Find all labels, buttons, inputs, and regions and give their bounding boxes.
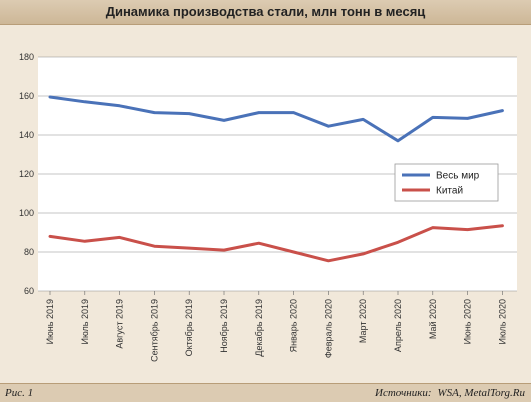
data-point — [48, 235, 52, 238]
x-axis-ticks: Июнь 2019 Июль 2019 Август 2019 Сентябрь 20… — [45, 291, 507, 362]
grid-lines — [38, 56, 517, 292]
x-tick-label: Апрель 2020 — [393, 299, 403, 352]
series-line-china — [48, 224, 504, 263]
x-tick-label: Декабрь 2019 — [254, 299, 264, 357]
sources-label: Источники: — [375, 387, 432, 399]
x-tick-label: Сентябрь 2019 — [149, 299, 159, 362]
data-point — [188, 112, 191, 115]
data-point — [222, 248, 226, 252]
data-point — [83, 240, 87, 243]
data-point — [118, 104, 121, 107]
x-tick-label: Август 2019 — [115, 299, 125, 349]
legend-label: Китай — [436, 186, 463, 197]
chart-title-bar: Динамика производства стали, млн тонн в … — [0, 0, 531, 25]
data-point — [396, 139, 400, 143]
data-point — [257, 111, 260, 114]
y-tick-label: 180 — [19, 52, 34, 62]
x-tick-label: Февраль 2020 — [323, 299, 333, 358]
y-tick-label: 60 — [24, 286, 34, 296]
line-chart: 60 80 100 120 140 160 180 Июнь 2019 Июль 2019 Ав… — [19, 52, 517, 362]
data-point — [222, 119, 226, 122]
y-tick-label: 100 — [19, 208, 34, 218]
data-point — [466, 117, 469, 120]
data-point — [466, 228, 469, 231]
series-group — [48, 95, 504, 263]
x-tick-label: Июль 2019 — [80, 299, 90, 344]
y-tick-label: 140 — [19, 130, 34, 140]
data-point — [188, 246, 191, 250]
data-point — [257, 242, 260, 245]
x-tick-label: Март 2020 — [358, 299, 368, 343]
data-point — [362, 118, 365, 121]
data-point — [501, 109, 504, 112]
figure-label: Рис. 1 — [5, 387, 34, 399]
data-point — [48, 95, 52, 99]
y-tick-label: 160 — [19, 91, 34, 101]
data-point — [327, 125, 330, 128]
data-point — [292, 250, 295, 254]
x-tick-label: Октябрь 2019 — [184, 299, 194, 356]
x-tick-label: Июль 2020 — [497, 299, 507, 344]
x-tick-label: Ноябрь 2019 — [219, 299, 229, 353]
x-tick-label: Июнь 2019 — [45, 299, 55, 344]
data-point — [118, 236, 121, 239]
data-point — [153, 244, 156, 248]
x-tick-label: Январь 2020 — [289, 299, 299, 352]
data-point — [327, 259, 330, 262]
data-point — [431, 226, 434, 229]
series-line-world — [48, 95, 504, 143]
x-tick-label: Июнь 2020 — [463, 299, 473, 344]
x-tick-label: Май 2020 — [428, 299, 438, 339]
data-point — [153, 111, 156, 114]
data-point — [431, 116, 434, 119]
legend-box — [394, 163, 499, 202]
data-point — [292, 111, 295, 114]
legend-label: Весь мир — [436, 171, 480, 182]
y-tick-label: 80 — [24, 247, 34, 257]
y-tick-label: 120 — [19, 169, 34, 179]
data-point — [501, 224, 504, 227]
sources-value: WSA, MetalTorg.Ru — [437, 387, 526, 399]
data-point — [83, 100, 87, 104]
footer-bar: Рис. 1 Источники: WSA, MetalTorg.Ru — [0, 383, 531, 402]
chart-title: Динамика производства стали, млн тонн в … — [105, 4, 426, 19]
legend: Весь мир Китай — [394, 163, 499, 202]
y-axis-ticks: 60 80 100 120 140 160 180 — [19, 52, 34, 296]
sources-note: Источники: WSA, MetalTorg.Ru — [375, 387, 525, 399]
data-point — [396, 241, 400, 244]
data-point — [362, 252, 365, 256]
